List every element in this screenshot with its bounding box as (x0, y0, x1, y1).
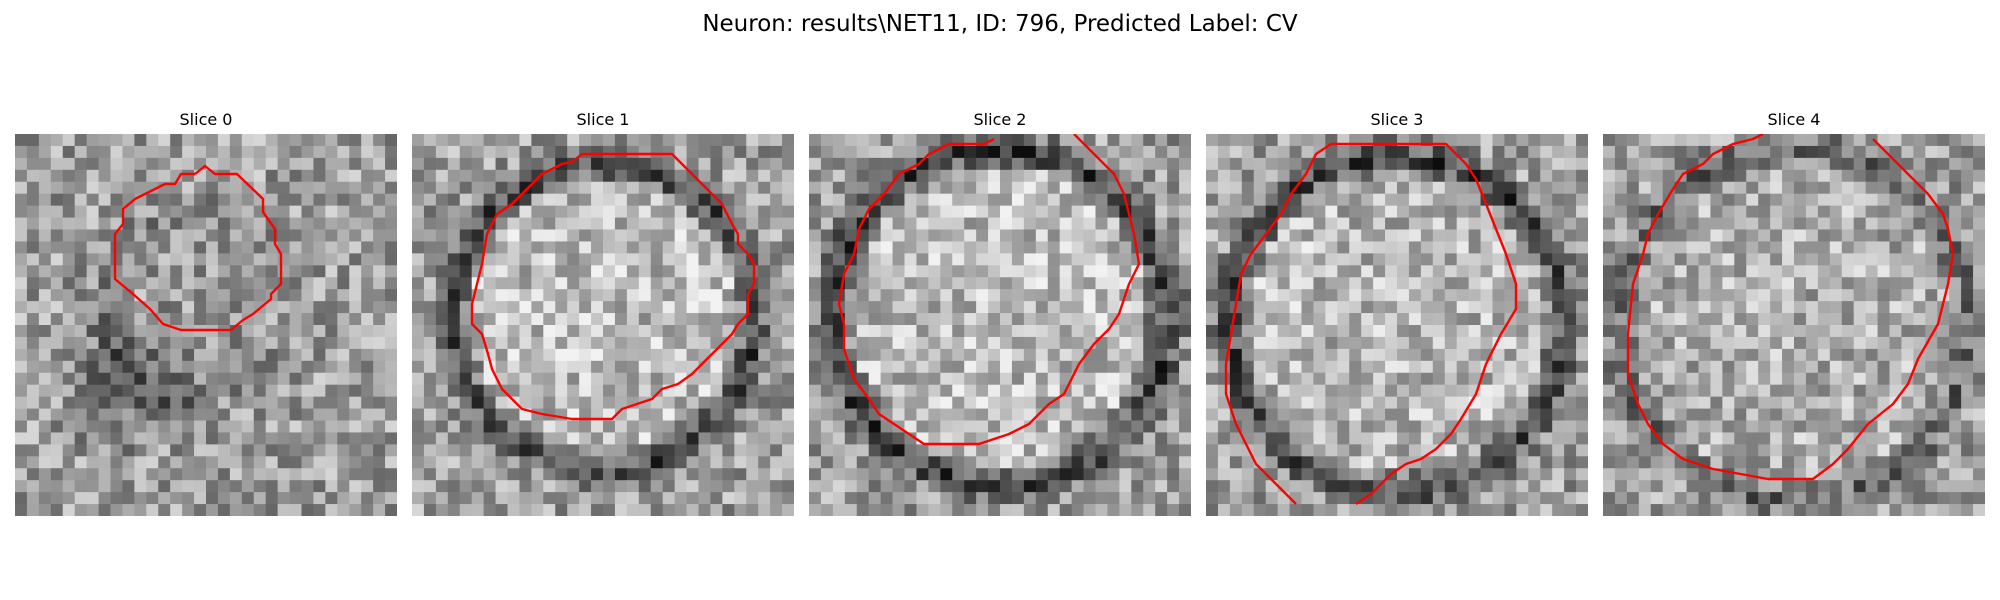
cell-contour (837, 134, 1141, 446)
slice-panel-3: Slice 3 (1206, 110, 1588, 520)
cell-contour (113, 164, 283, 332)
slice-panel-4: Slice 4 (1603, 110, 1985, 520)
slice-panel-2: Slice 2 (809, 110, 1191, 520)
grayscale-slice-pixels (412, 134, 794, 516)
figure-title: Neuron: results\NET11, ID: 796, Predicte… (702, 11, 1298, 37)
grayscale-slice-pixels (809, 134, 1191, 516)
slice-title-1: Slice 1 (576, 110, 630, 129)
grayscale-slice-pixels (1603, 134, 1985, 516)
slice-title-4: Slice 4 (1767, 110, 1821, 129)
grayscale-slice-pixels (15, 134, 397, 516)
slice-panel-1: Slice 1 (412, 110, 794, 520)
cell-contour (1224, 142, 1518, 505)
slice-panel-0: Slice 0 (15, 110, 397, 520)
grayscale-slice-pixels (1206, 134, 1588, 516)
slice-title-3: Slice 3 (1370, 110, 1424, 129)
slice-image-1 (412, 134, 794, 516)
slice-title-0: Slice 0 (179, 110, 233, 129)
slice-title-2: Slice 2 (973, 110, 1027, 129)
cell-contour (470, 152, 756, 421)
slice-image-2 (809, 134, 1191, 516)
slice-image-4 (1603, 134, 1985, 516)
slice-image-3 (1206, 134, 1588, 516)
cell-contour (1626, 134, 1955, 481)
slice-image-0 (15, 134, 397, 516)
